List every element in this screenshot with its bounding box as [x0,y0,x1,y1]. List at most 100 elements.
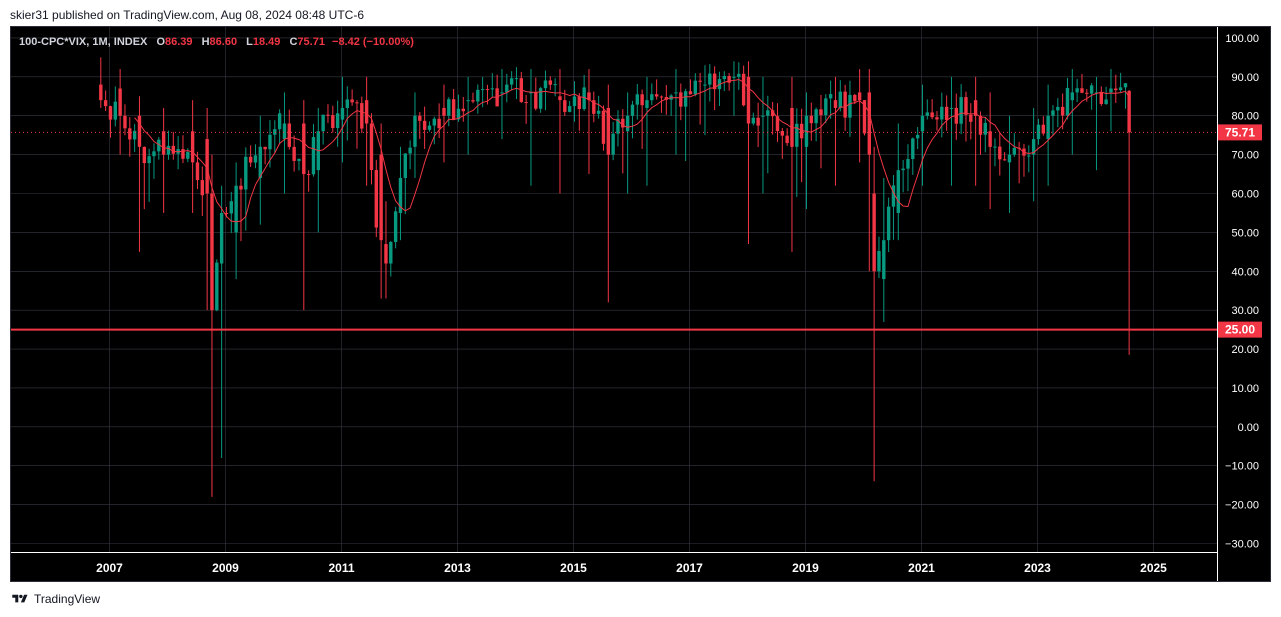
candle-body [190,131,195,163]
high-value: 86.60 [209,36,238,48]
candle-body [679,92,683,107]
candle-body [824,98,828,116]
candle-body [944,106,949,121]
candle-body [809,115,813,124]
candle-body [514,78,519,80]
candle-body [181,149,185,159]
price-tick-label: 90.00 [1231,72,1259,84]
candle-body [161,131,166,155]
time-tick-label: 2007 [96,561,123,575]
candle-body [558,96,562,101]
time-tick-label: 2013 [444,561,471,575]
candle-body [911,138,915,160]
candle-body [1104,99,1108,104]
candle-body [872,193,876,272]
candle-body [621,118,625,128]
candle-body [828,94,833,99]
candle-body [215,262,219,311]
candle-body [1109,88,1113,93]
candle-body [761,115,765,117]
candle-body [485,89,490,91]
price-tick-label: 30.00 [1231,305,1259,317]
candle-body [577,96,581,110]
candle-body [471,100,475,102]
tradingview-logo-icon [12,594,28,603]
candle-body [369,123,374,171]
candle-body [403,153,407,178]
candle-body [698,80,702,82]
candlestick-chart[interactable]: 75.71 25.00 100.00 90.00 80.00 70.00 60.00 50.… [11,27,1270,581]
candle-body [1060,106,1065,116]
candle-body [548,80,552,85]
time-axis: 2007 2009 2011 2013 2015 2017 2019 2021 2023 2025 [11,552,1217,575]
candle-body [253,155,258,163]
open-value: 86.39 [165,36,193,48]
candle-body [239,185,243,190]
time-tick-label: 2025 [1140,561,1167,575]
candle-body [248,156,253,163]
candle-body [891,185,896,207]
candle-body [930,112,934,118]
candle-body [606,107,610,155]
candle-body [1118,87,1123,91]
candle-body [1046,115,1050,140]
candle-body [350,99,354,103]
candle-body [770,110,775,117]
candle-body [142,146,146,164]
candle-body [360,103,364,129]
symbol-legend: 100-CPC*VIX, 1M, INDEX O86.39 H86.60 L18… [19,36,414,48]
candle-body [224,212,229,214]
symbol-name[interactable]: 100-CPC*VIX, 1M, INDEX [19,36,148,48]
candle-body [819,109,823,116]
price-tick-label: 20.00 [1231,344,1259,356]
candle-body [277,113,282,130]
candle-body [567,106,572,112]
candle-body [137,115,142,147]
candle-body [592,100,596,114]
candle-body [321,114,325,132]
candle-body [461,108,465,112]
candle-body [1051,110,1055,116]
candle-body [853,94,857,102]
low-label: L [246,36,253,48]
candles [99,57,1131,497]
candle-body [693,80,697,95]
candle-body [727,76,731,83]
candle-body [490,88,494,90]
candle-body [925,112,929,116]
candle-body [268,134,272,150]
candle-body [1012,147,1016,155]
candle-body [741,73,746,106]
candle-body [587,92,591,101]
candle-body [712,73,717,90]
candle-body [1075,88,1079,93]
candle-body [1007,154,1012,163]
candle-body [843,91,847,118]
candle-body [867,92,871,155]
candle-body [1114,88,1118,91]
candle-body [157,139,161,152]
candle-body [969,114,973,122]
candle-body [393,211,398,242]
candle-body [654,94,659,97]
price-tick-label: −20.00 [1225,500,1259,512]
candle-body [795,123,799,147]
chart-pane[interactable]: 75.71 25.00 100.00 90.00 80.00 70.00 60.00 50.… [10,26,1271,582]
candle-body [335,113,340,128]
candle-body [186,152,190,159]
candle-body [384,244,388,264]
candle-body [500,92,504,94]
candle-body [882,240,886,280]
candle-body [993,146,997,148]
candle-body [379,154,383,241]
candle-body [901,168,905,171]
candle-body [1085,92,1089,94]
candle-body [456,108,461,120]
footer-brand: TradingView [34,592,101,606]
candle-body [737,73,741,77]
time-tick-label: 2019 [792,561,819,575]
candle-body [408,147,412,154]
price-tick-label: 80.00 [1231,111,1259,123]
candle-body [229,201,233,214]
candle-body [234,185,238,233]
